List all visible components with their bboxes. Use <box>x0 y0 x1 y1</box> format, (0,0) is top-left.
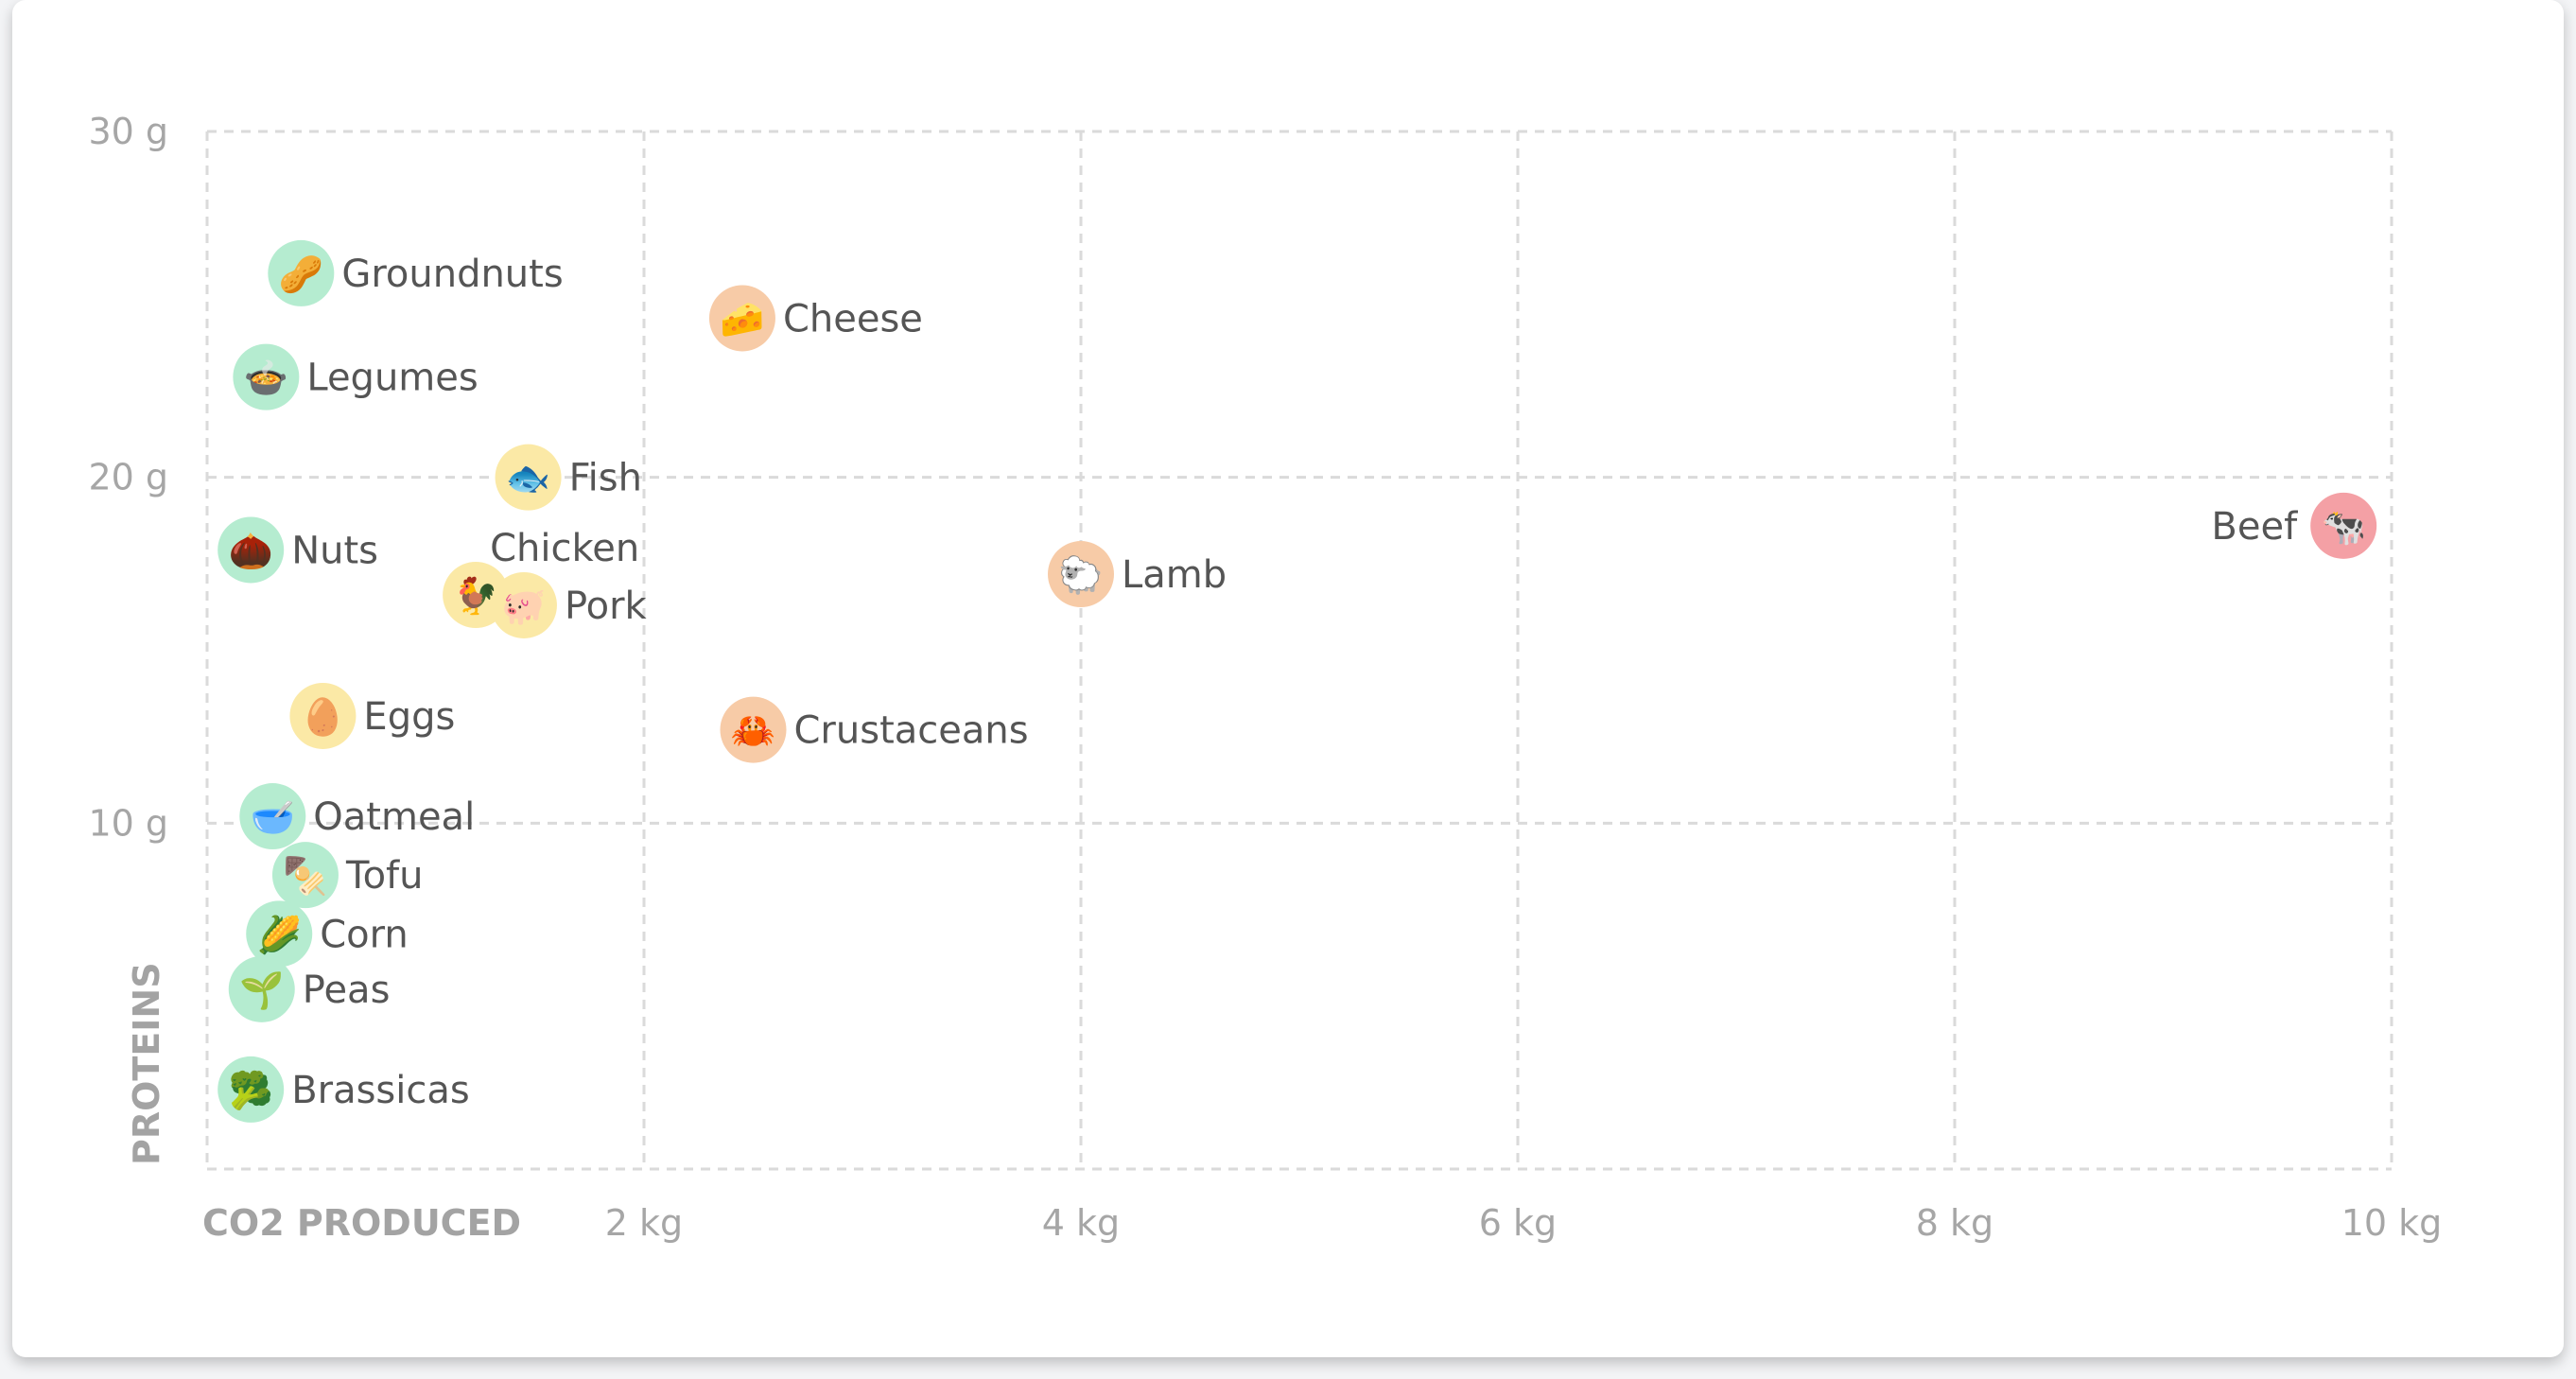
data-point: 🐑 Lamb <box>1048 541 1227 608</box>
point-icon: 🐟 <box>506 458 550 499</box>
point-label: Cheese <box>783 297 923 340</box>
grid-lines <box>205 130 2393 1171</box>
y-tick-label: 20 g <box>88 457 168 498</box>
point-marker <box>271 842 339 909</box>
point-marker <box>720 696 787 763</box>
data-point: 🍢 Tofu <box>271 842 424 909</box>
x-tick-label: 6 kg <box>1479 1202 1557 1244</box>
x-tick-label: 8 kg <box>1916 1202 1993 1244</box>
data-point: 🐟 Fish <box>495 444 642 511</box>
point-marker <box>490 571 557 638</box>
point-marker <box>2310 492 2377 559</box>
point-marker <box>218 516 285 584</box>
point-marker <box>239 783 306 850</box>
point-marker <box>233 343 300 410</box>
point-label: Pork <box>565 585 648 628</box>
data-point: 🌱 Peas <box>228 955 391 1022</box>
data-point: 🥦 Brassicas <box>218 1056 470 1123</box>
y-axis-label: PROTEINS <box>126 962 167 1165</box>
point-icon: 🐄 <box>2322 506 2366 548</box>
tick-labels: 2 kg 4 kg 6 kg 8 kg 10 kg 10 g 20 g 30 g <box>88 111 2442 1244</box>
point-marker <box>1048 541 1114 608</box>
point-icon: 🥣 <box>251 796 295 838</box>
data-point: 🐄 Beef <box>2211 492 2377 559</box>
chart-card <box>12 0 2564 1357</box>
x-tick-label: 2 kg <box>605 1202 683 1244</box>
point-label: Corn <box>320 913 409 956</box>
point-label: Nuts <box>291 529 378 572</box>
point-icon: 🐖 <box>501 585 546 627</box>
point-icon: 🥦 <box>229 1069 273 1112</box>
point-icon: 🍢 <box>283 855 327 898</box>
point-label: Peas <box>303 969 391 1012</box>
data-point: 🌽 Corn <box>246 900 409 968</box>
data-point: 🦀 Crustaceans <box>720 696 1029 763</box>
data-points: 🥜 Groundnuts 🍲 Legumes 🌰 Nuts 🥣 Oatmeal 🍢 Tofu 🌽 Co… <box>218 239 2377 1123</box>
point-icon: 🦀 <box>731 710 775 752</box>
point-label: Legumes <box>306 357 478 400</box>
data-point: 🥜 Groundnuts <box>268 239 564 306</box>
y-tick-label: 30 g <box>88 111 168 152</box>
data-point: 🌰 Nuts <box>218 516 378 584</box>
data-point: 🍲 Legumes <box>233 343 479 410</box>
point-icon: 🌽 <box>257 913 302 955</box>
point-icon: 🌱 <box>239 969 284 1011</box>
y-tick-label: 10 g <box>88 802 168 844</box>
point-label: Eggs <box>363 695 455 739</box>
data-point: 🐖 Pork <box>490 571 648 638</box>
point-icon: 🍲 <box>244 358 288 399</box>
point-marker <box>246 900 313 968</box>
point-icon: 🐑 <box>1058 553 1103 596</box>
point-icon: 🥜 <box>279 252 323 295</box>
point-icon: 🐓 <box>453 575 497 617</box>
point-label: Fish <box>569 457 642 500</box>
point-marker <box>218 1056 285 1123</box>
point-marker <box>268 239 335 306</box>
point-label: Lamb <box>1122 553 1227 597</box>
x-tick-label: 10 kg <box>2341 1202 2443 1244</box>
point-marker <box>289 682 357 749</box>
point-icon: 🧀 <box>720 298 764 340</box>
point-label: Tofu <box>345 854 424 898</box>
data-point: 🧀 Cheese <box>708 285 923 352</box>
x-tick-label: 4 kg <box>1042 1202 1120 1244</box>
point-label: Groundnuts <box>341 253 563 296</box>
point-label: Crustaceans <box>794 709 1029 753</box>
point-marker <box>495 444 562 511</box>
point-label: Brassicas <box>291 1069 470 1112</box>
data-point: 🥣 Oatmeal <box>239 783 475 850</box>
point-icon: 🥚 <box>301 696 345 738</box>
data-point: 🥚 Eggs <box>289 682 455 749</box>
point-marker <box>228 955 295 1022</box>
x-axis-label: CO2 PRODUCED <box>202 1202 521 1244</box>
point-icon: 🌰 <box>229 530 273 571</box>
point-label: Oatmeal <box>313 795 475 839</box>
point-label: Beef <box>2211 505 2298 549</box>
point-label: Chicken <box>490 527 639 570</box>
point-marker <box>708 285 775 352</box>
